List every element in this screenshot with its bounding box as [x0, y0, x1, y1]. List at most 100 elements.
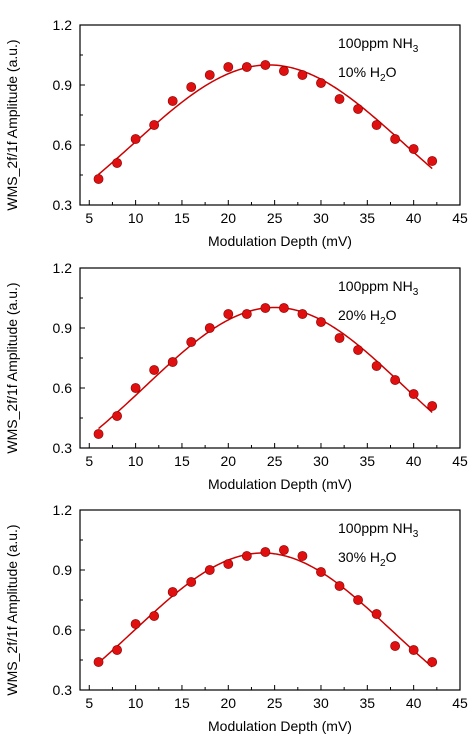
data-point — [223, 309, 234, 319]
x-tick-label: 15 — [174, 210, 190, 226]
x-axis-label: Modulation Depth (mV) — [208, 233, 352, 249]
x-tick-label: 40 — [406, 210, 422, 226]
data-point — [408, 389, 419, 399]
plot-frame — [79, 24, 461, 206]
x-tick-label: 45 — [452, 210, 468, 226]
x-tick-label: 5 — [85, 210, 93, 226]
data-point — [112, 158, 122, 168]
x-tick-label: 15 — [174, 695, 190, 711]
data-point — [223, 559, 234, 569]
data-point — [167, 96, 178, 106]
y-axis-label: WMS_2f/1f Amplitude (a.u.) — [4, 282, 20, 453]
y-axis-label: WMS_2f/1f Amplitude (a.u.) — [4, 524, 20, 695]
data-point — [279, 545, 289, 555]
x-tick-label: 10 — [128, 453, 144, 469]
data-point — [130, 619, 141, 629]
annotation-concentration: 100ppm NH3 — [338, 35, 419, 55]
chart-panel-2: 5 10 15 20 25 30 35 40 45 0.3 0.6 0.9 1.2 Modulation … — [4, 260, 468, 492]
data-point — [241, 309, 252, 319]
data-point — [427, 156, 438, 166]
data-point — [186, 337, 197, 347]
data-point — [204, 70, 215, 80]
data-point — [130, 383, 141, 393]
data-point — [334, 333, 345, 343]
data-point — [427, 401, 438, 411]
x-tick-label: 35 — [360, 453, 376, 469]
x-tick-label: 25 — [267, 210, 283, 226]
chart-panel-3: 5 10 15 20 25 30 35 40 45 0.3 0.6 0.9 1.2 Modulation … — [4, 502, 468, 734]
data-point — [390, 134, 401, 144]
x-tick-label: 45 — [452, 453, 468, 469]
data-point — [353, 595, 363, 605]
data-point — [167, 587, 178, 597]
x-tick-label: 20 — [221, 210, 237, 226]
data-point — [241, 551, 252, 561]
data-point — [334, 581, 345, 591]
x-tick-label: 20 — [221, 695, 237, 711]
data-point — [371, 361, 382, 371]
y-tick-label: 1.2 — [53, 260, 73, 276]
data-point — [93, 657, 104, 667]
data-point — [408, 645, 419, 655]
data-point — [334, 94, 345, 104]
x-tick-label: 30 — [313, 453, 329, 469]
y-tick-label: 0.6 — [53, 380, 73, 396]
data-point — [408, 144, 419, 154]
data-point — [390, 375, 401, 385]
x-tick-label: 40 — [406, 453, 422, 469]
x-tick-label: 30 — [313, 210, 329, 226]
x-tick-label: 45 — [452, 695, 468, 711]
x-tick-label: 35 — [360, 695, 376, 711]
x-tick-label: 10 — [128, 695, 144, 711]
x-tick-label: 5 — [85, 695, 93, 711]
data-point — [241, 62, 252, 72]
data-point — [316, 317, 326, 327]
data-point — [130, 134, 141, 144]
data-point — [112, 645, 122, 655]
fit-curve — [98, 552, 433, 668]
x-tick-label: 20 — [221, 453, 237, 469]
y-tick-label: 1.2 — [53, 17, 73, 33]
data-point — [260, 303, 271, 313]
x-tick-label: 40 — [406, 695, 422, 711]
y-axis-label: WMS_2f/1f Amplitude (a.u.) — [4, 39, 20, 210]
data-point — [204, 565, 215, 575]
x-tick-label: 35 — [360, 210, 376, 226]
x-tick-label: 5 — [85, 453, 93, 469]
data-point — [112, 411, 122, 421]
data-point — [93, 174, 104, 184]
data-point — [204, 323, 215, 333]
data-point — [279, 303, 289, 313]
data-point — [371, 609, 382, 619]
data-point — [149, 611, 160, 621]
data-point — [149, 120, 160, 130]
data-point — [297, 551, 308, 561]
data-point — [167, 357, 178, 367]
data-point — [390, 641, 401, 651]
y-tick-label: 0.3 — [53, 682, 73, 698]
chart-panel-1: 5 10 15 20 25 30 35 40 45 0.3 0.6 0.9 1.2 Modulation … — [4, 17, 468, 249]
data-point — [297, 309, 308, 319]
y-tick-label: 0.6 — [53, 137, 73, 153]
x-axis-label: Modulation Depth (mV) — [208, 476, 352, 492]
plot-frame — [79, 267, 461, 449]
annotation-humidity: 10% H2O — [338, 64, 397, 84]
x-tick-label: 30 — [313, 695, 329, 711]
x-tick-label: 25 — [267, 453, 283, 469]
annotation-concentration: 100ppm NH3 — [338, 278, 419, 298]
x-tick-label: 10 — [128, 210, 144, 226]
data-point — [260, 60, 271, 70]
data-point — [371, 120, 382, 130]
plot-frame — [79, 509, 461, 691]
data-point — [427, 657, 438, 667]
data-point — [279, 66, 289, 76]
y-tick-label: 1.2 — [53, 502, 73, 518]
annotation-concentration: 100ppm NH3 — [338, 520, 419, 540]
y-tick-label: 0.9 — [53, 562, 73, 578]
x-tick-label: 15 — [174, 453, 190, 469]
y-tick-label: 0.6 — [53, 622, 73, 638]
data-point — [353, 345, 363, 355]
x-tick-label: 25 — [267, 695, 283, 711]
data-point — [223, 62, 234, 72]
